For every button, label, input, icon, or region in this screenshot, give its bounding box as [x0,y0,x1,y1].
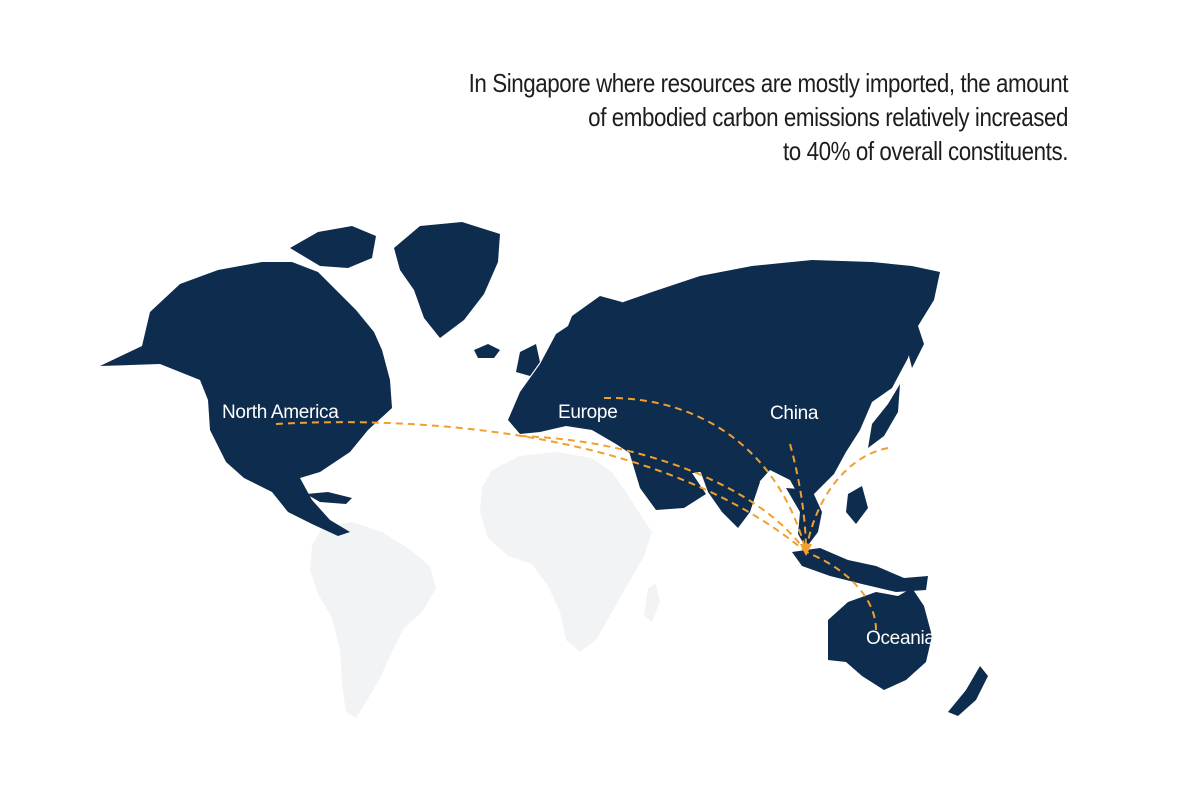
headline-line-3: to 40% of overall constituents. [783,136,1068,166]
india-shape [700,462,760,528]
route-east-asia [805,447,889,553]
arabia-shape [628,448,706,510]
british-isles-shape [516,344,540,376]
kamchatka-shape [904,320,924,368]
scandinavia-shape [560,296,622,352]
caribbean-shape [306,492,352,504]
madagascar-shape [644,584,660,622]
new-zealand-shape [948,666,988,716]
headline: In Singapore where resources are mostly … [414,66,1069,168]
route-europe [603,396,807,553]
headline-line-2: of embodied carbon emissions relatively … [588,102,1068,132]
indonesia-shape [792,548,928,592]
arctic-islands-shape [290,226,376,268]
region-label-oceania: Oceania [866,628,935,649]
route-oceania [805,551,877,631]
africa-shape [480,452,652,652]
japan-shape [868,384,900,448]
headline-line-1: In Singapore where resources are mostly … [468,68,1069,98]
region-label-china: China [770,403,819,424]
australia-shape [828,588,932,690]
eurasia-shape [508,260,940,510]
route-china [789,443,807,553]
region-label-europe: Europe [558,402,617,423]
singapore-arrow-icon [800,544,812,556]
route-north-america [275,421,807,553]
philippines-shape [846,486,868,524]
greenland-shape [394,222,500,338]
north-america-shape [100,262,392,536]
region-label-north-america: North America [222,402,339,423]
south-america-shape [310,522,436,718]
iceland-shape [474,344,500,358]
